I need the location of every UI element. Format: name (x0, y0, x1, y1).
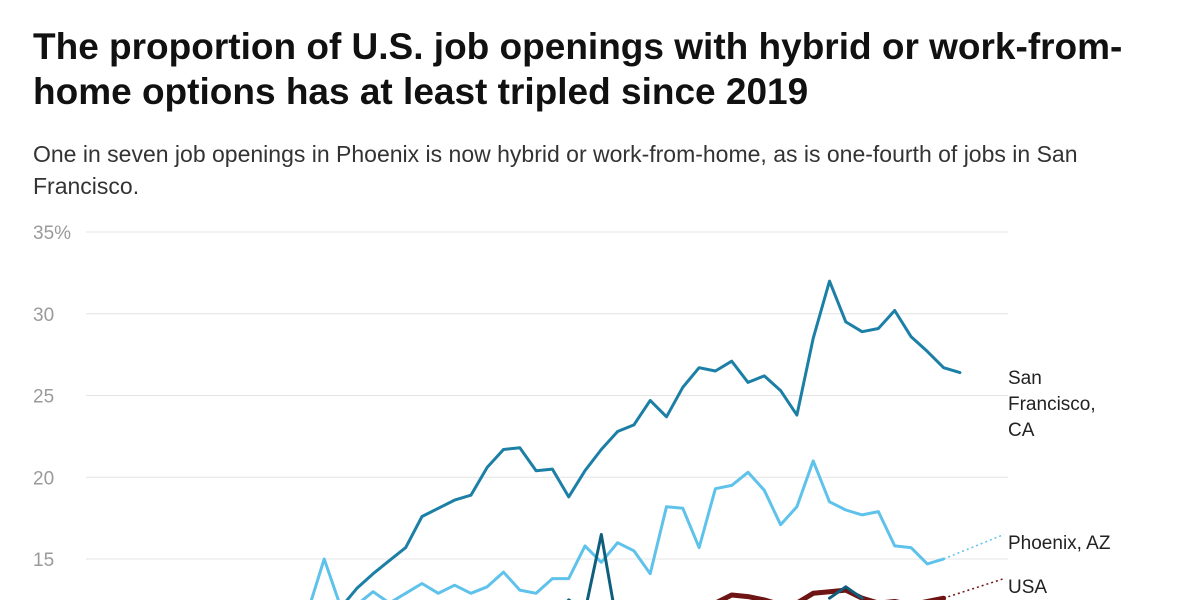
usa-label: USA (1008, 577, 1047, 598)
phoenix-label-connector (943, 533, 1005, 560)
usa-label-connector (943, 577, 1005, 599)
y-tick-label-25: 25 (33, 387, 54, 408)
y-tick-label-15: 15 (33, 550, 54, 571)
y-axis-ticks: 35% 30 25 20 15 (33, 223, 71, 571)
san-francisco-ca-label-line: Francisco, (1008, 394, 1096, 415)
y-tick-label-20: 20 (33, 468, 54, 489)
gridlines (86, 231, 1008, 560)
san-francisco-ca-label-line: San (1008, 368, 1042, 389)
chart-subtitle: One in seven job openings in Phoenix is … (33, 141, 1078, 199)
series-lines (309, 279, 1005, 600)
san-francisco-ca-label: San Francisco, CA (1008, 368, 1096, 441)
series-labels: San Francisco, CA Phoenix, AZ USA (1008, 368, 1111, 598)
usa-label-line: USA (1008, 577, 1047, 598)
san-francisco-ca-line (345, 279, 962, 600)
chart-title: The proportion of U.S. job openings with… (33, 26, 1123, 112)
phoenix-az-label: Phoenix, AZ (1008, 533, 1111, 554)
series-3-line-0 (566, 533, 615, 600)
usa-line (716, 587, 947, 600)
y-tick-label-30: 30 (33, 305, 54, 326)
y-tick-label-35: 35% (33, 223, 71, 244)
series-3-line-1 (828, 585, 864, 600)
phoenix-az-line (309, 459, 946, 600)
phoenix-az-label-line: Phoenix, AZ (1008, 533, 1111, 554)
san-francisco-ca-label-line: CA (1008, 420, 1035, 441)
